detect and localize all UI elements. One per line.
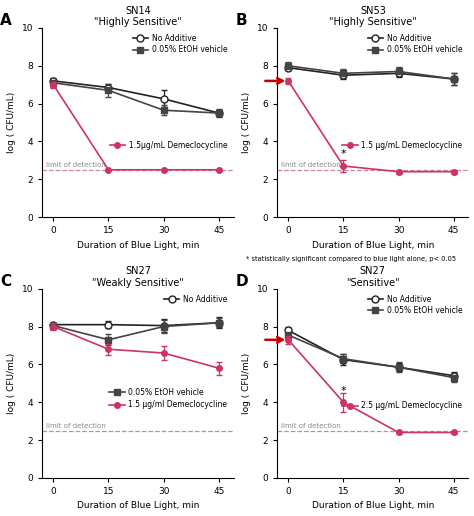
Text: C: C: [0, 273, 11, 288]
X-axis label: Duration of Blue Light, min: Duration of Blue Light, min: [77, 240, 199, 250]
Y-axis label: log ( CFU/mL): log ( CFU/mL): [7, 92, 16, 153]
Legend: 2.5 μg/mL Demeclocycline: 2.5 μg/mL Demeclocycline: [340, 399, 465, 413]
Y-axis label: log ( CFU/mL): log ( CFU/mL): [242, 352, 251, 414]
Text: *: *: [341, 150, 346, 159]
X-axis label: Duration of Blue Light, min: Duration of Blue Light, min: [311, 502, 434, 510]
X-axis label: Duration of Blue Light, min: Duration of Blue Light, min: [311, 240, 434, 250]
Title: SN27
"Sensitive": SN27 "Sensitive": [346, 266, 400, 288]
Text: *: *: [341, 385, 346, 396]
Text: limit of detection: limit of detection: [281, 423, 341, 429]
Text: A: A: [0, 13, 12, 28]
Title: SN53
"Highly Sensitive": SN53 "Highly Sensitive": [329, 6, 417, 27]
Y-axis label: log ( CFU/mL): log ( CFU/mL): [242, 92, 251, 153]
Title: SN27
"Weakly Sensitive": SN27 "Weakly Sensitive": [92, 266, 184, 288]
Text: limit of detection: limit of detection: [281, 162, 341, 168]
Text: B: B: [235, 13, 247, 28]
Text: limit of detection: limit of detection: [46, 423, 106, 429]
Title: SN14
"Highly Sensitive": SN14 "Highly Sensitive": [94, 6, 182, 27]
Text: limit of detection: limit of detection: [46, 162, 106, 168]
Text: * statistically significant compared to blue light alone, p< 0.05: * statistically significant compared to …: [246, 256, 456, 262]
Text: D: D: [235, 273, 248, 288]
Y-axis label: log ( CFU/mL): log ( CFU/mL): [7, 352, 16, 414]
Legend: 1.5μg/mL Demeclocycline: 1.5μg/mL Demeclocycline: [108, 138, 230, 152]
Legend: 1.5 μg/mL Demeclocycline: 1.5 μg/mL Demeclocycline: [340, 138, 465, 152]
X-axis label: Duration of Blue Light, min: Duration of Blue Light, min: [77, 502, 199, 510]
Legend: 0.05% EtOH vehicle, 1.5 μg/ml Demeclocycline: 0.05% EtOH vehicle, 1.5 μg/ml Demeclocyc…: [107, 385, 230, 412]
